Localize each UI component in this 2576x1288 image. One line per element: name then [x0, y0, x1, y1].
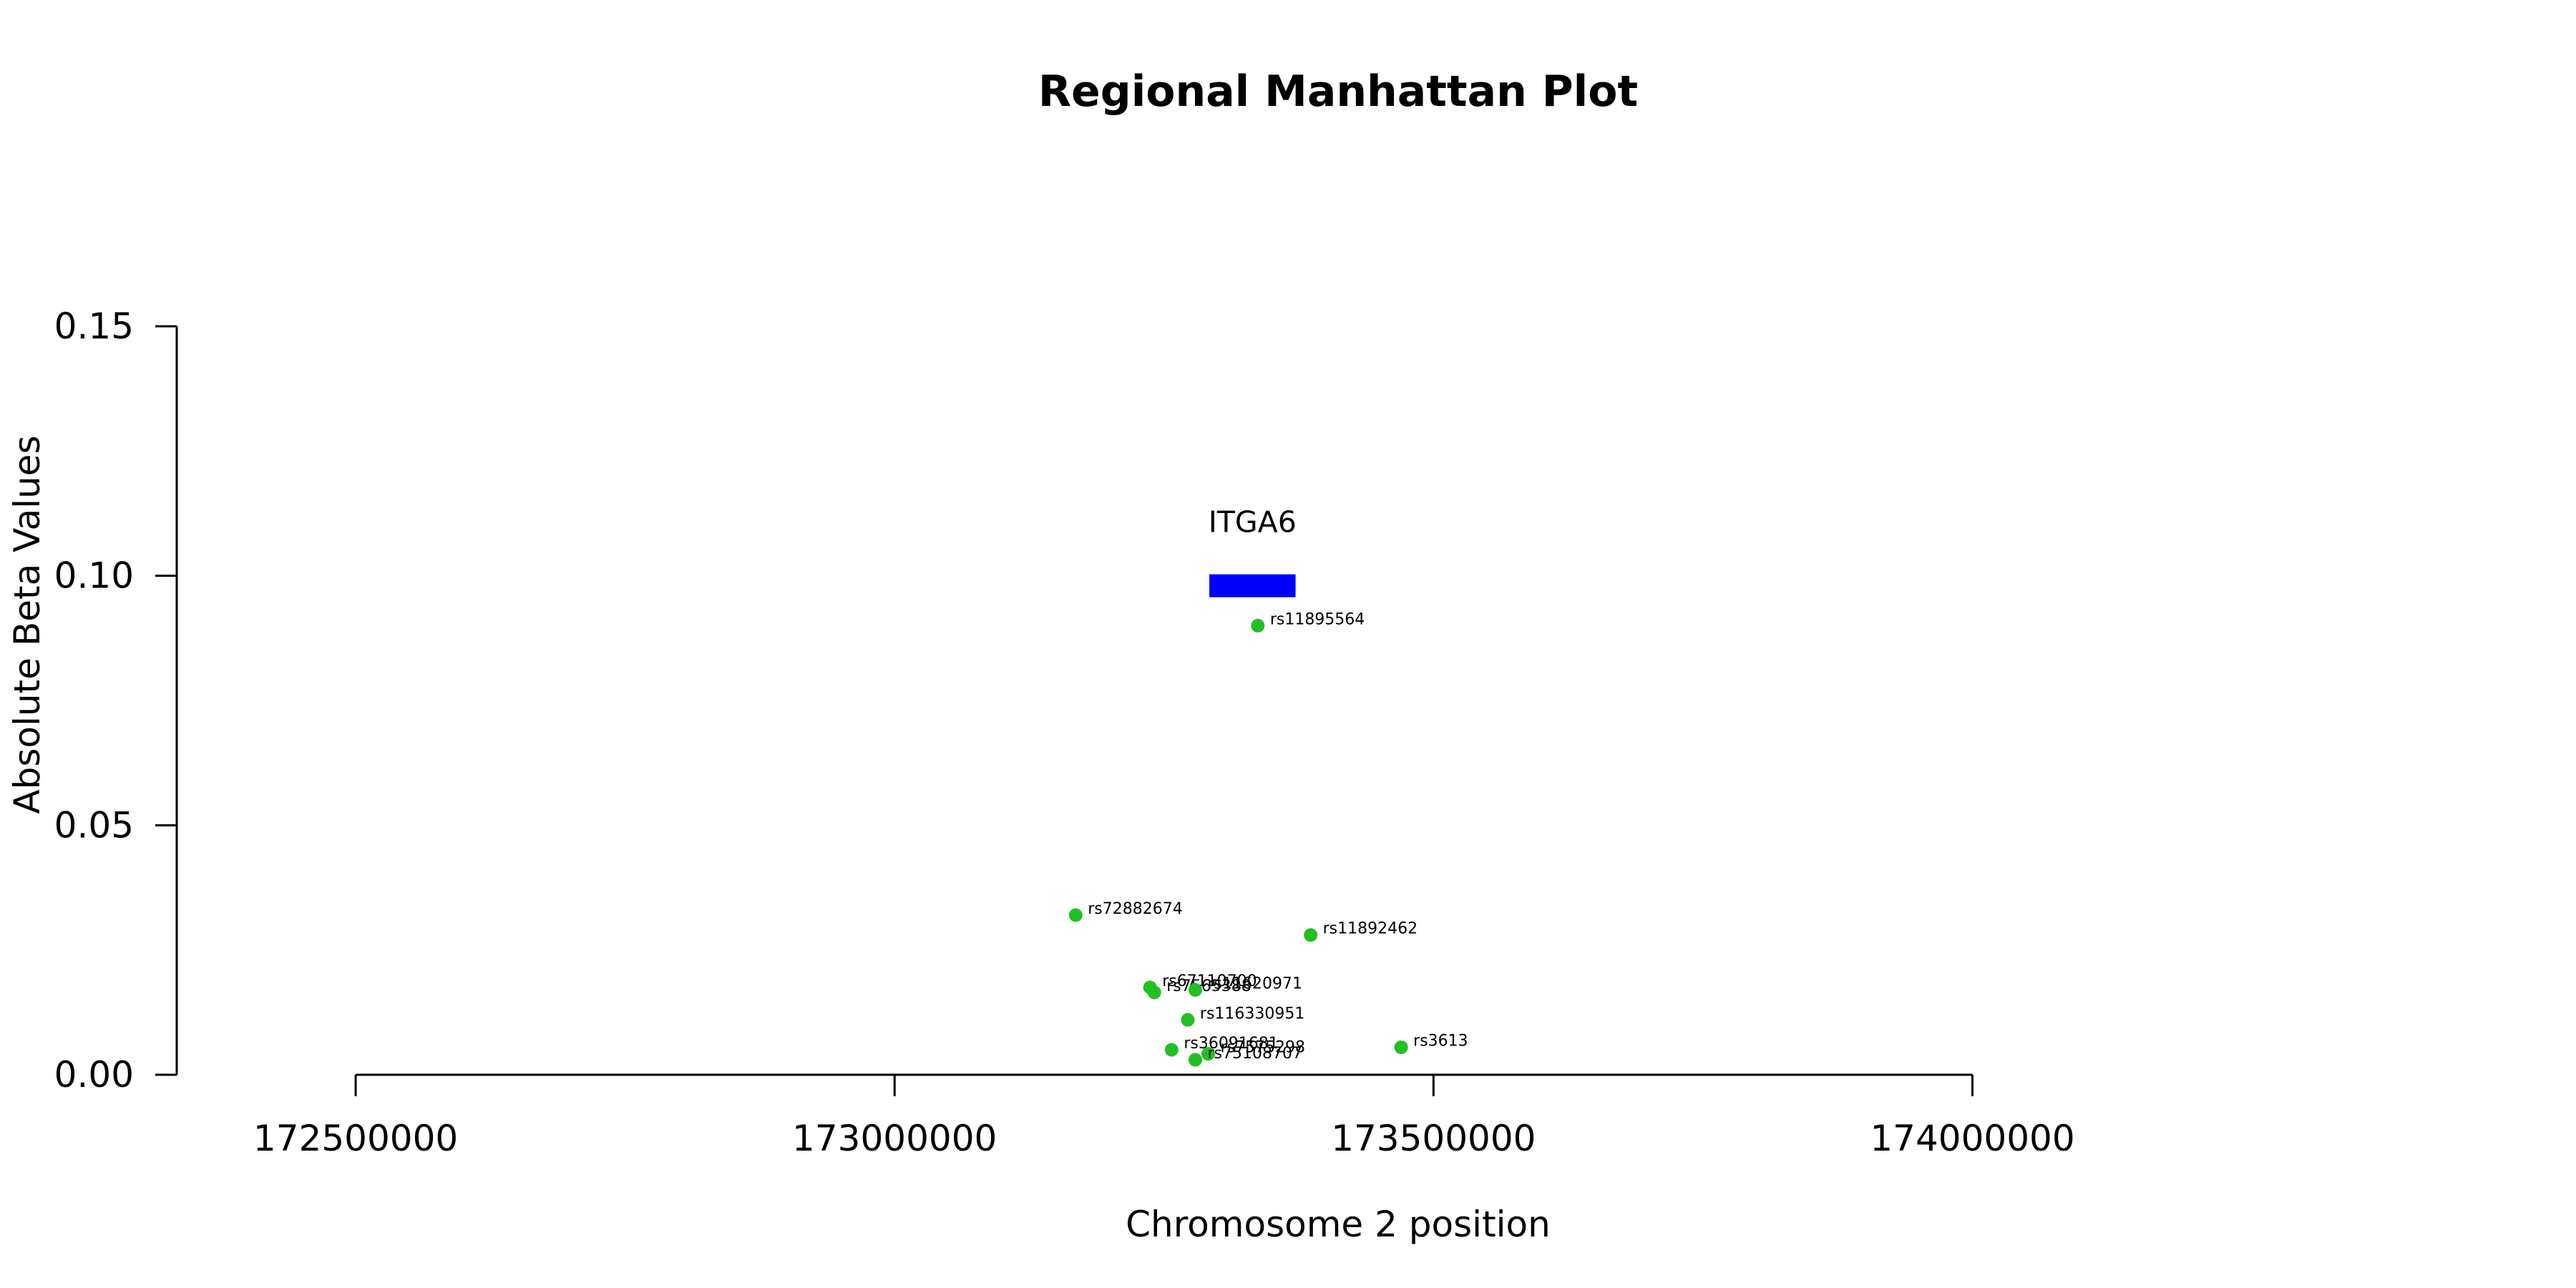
gene-bar	[1209, 574, 1296, 597]
snp-label: rs67110700	[1162, 972, 1257, 990]
gene-label: ITGA6	[1209, 505, 1297, 540]
snp-label: rs72882674	[1088, 900, 1182, 918]
snp-point	[1068, 908, 1083, 922]
y-axis: 0.00 0.05 0.10 0.15	[54, 306, 178, 1096]
y-tick-label: 0.15	[54, 306, 134, 347]
snp-point	[1181, 1013, 1195, 1027]
snp-point	[1188, 1053, 1202, 1067]
snp-point	[1164, 1043, 1179, 1057]
snp-point	[1201, 1047, 1216, 1061]
y-tick-label: 0.00	[54, 1054, 134, 1096]
snp-label: rs11620971	[1207, 975, 1302, 992]
x-tick-label: 172500000	[253, 1118, 458, 1159]
x-tick-label: 174000000	[1870, 1118, 2074, 1159]
snp-point	[1251, 618, 1265, 633]
snp-label: rs36091681	[1184, 1035, 1278, 1053]
x-axis-label: Chromosome 2 position	[1126, 1204, 1551, 1245]
snp-point	[1188, 982, 1202, 997]
snp-point	[1147, 985, 1161, 1000]
snp-label: rs7565388	[1166, 977, 1252, 995]
x-axis: 172500000 173000000 173500000 174000000	[253, 1073, 2075, 1159]
y-axis-label: Absolute Beta Values	[6, 436, 48, 814]
y-tick-label: 0.10	[54, 555, 134, 597]
snp-label: rs3613	[1413, 1033, 1468, 1050]
snp-label: rs7575298	[1221, 1039, 1306, 1057]
snp-point	[1394, 1040, 1408, 1055]
x-tick-label: 173000000	[792, 1118, 997, 1159]
gene-track: ITGA6	[1209, 505, 1297, 597]
snp-label: rs75108707	[1207, 1045, 1302, 1063]
chart-title: Regional Manhattan Plot	[1038, 67, 1638, 117]
snp-label: rs11895564	[1270, 610, 1365, 628]
snp-label: rs116330951	[1200, 1005, 1304, 1023]
snp-point	[1304, 928, 1318, 942]
y-tick-label: 0.05	[54, 804, 134, 846]
snp-points: rs11895564 rs72882674 rs11892462 rs67110700…	[1068, 610, 1468, 1067]
snp-label: rs11892462	[1323, 920, 1418, 938]
x-tick-label: 173500000	[1331, 1118, 1536, 1159]
